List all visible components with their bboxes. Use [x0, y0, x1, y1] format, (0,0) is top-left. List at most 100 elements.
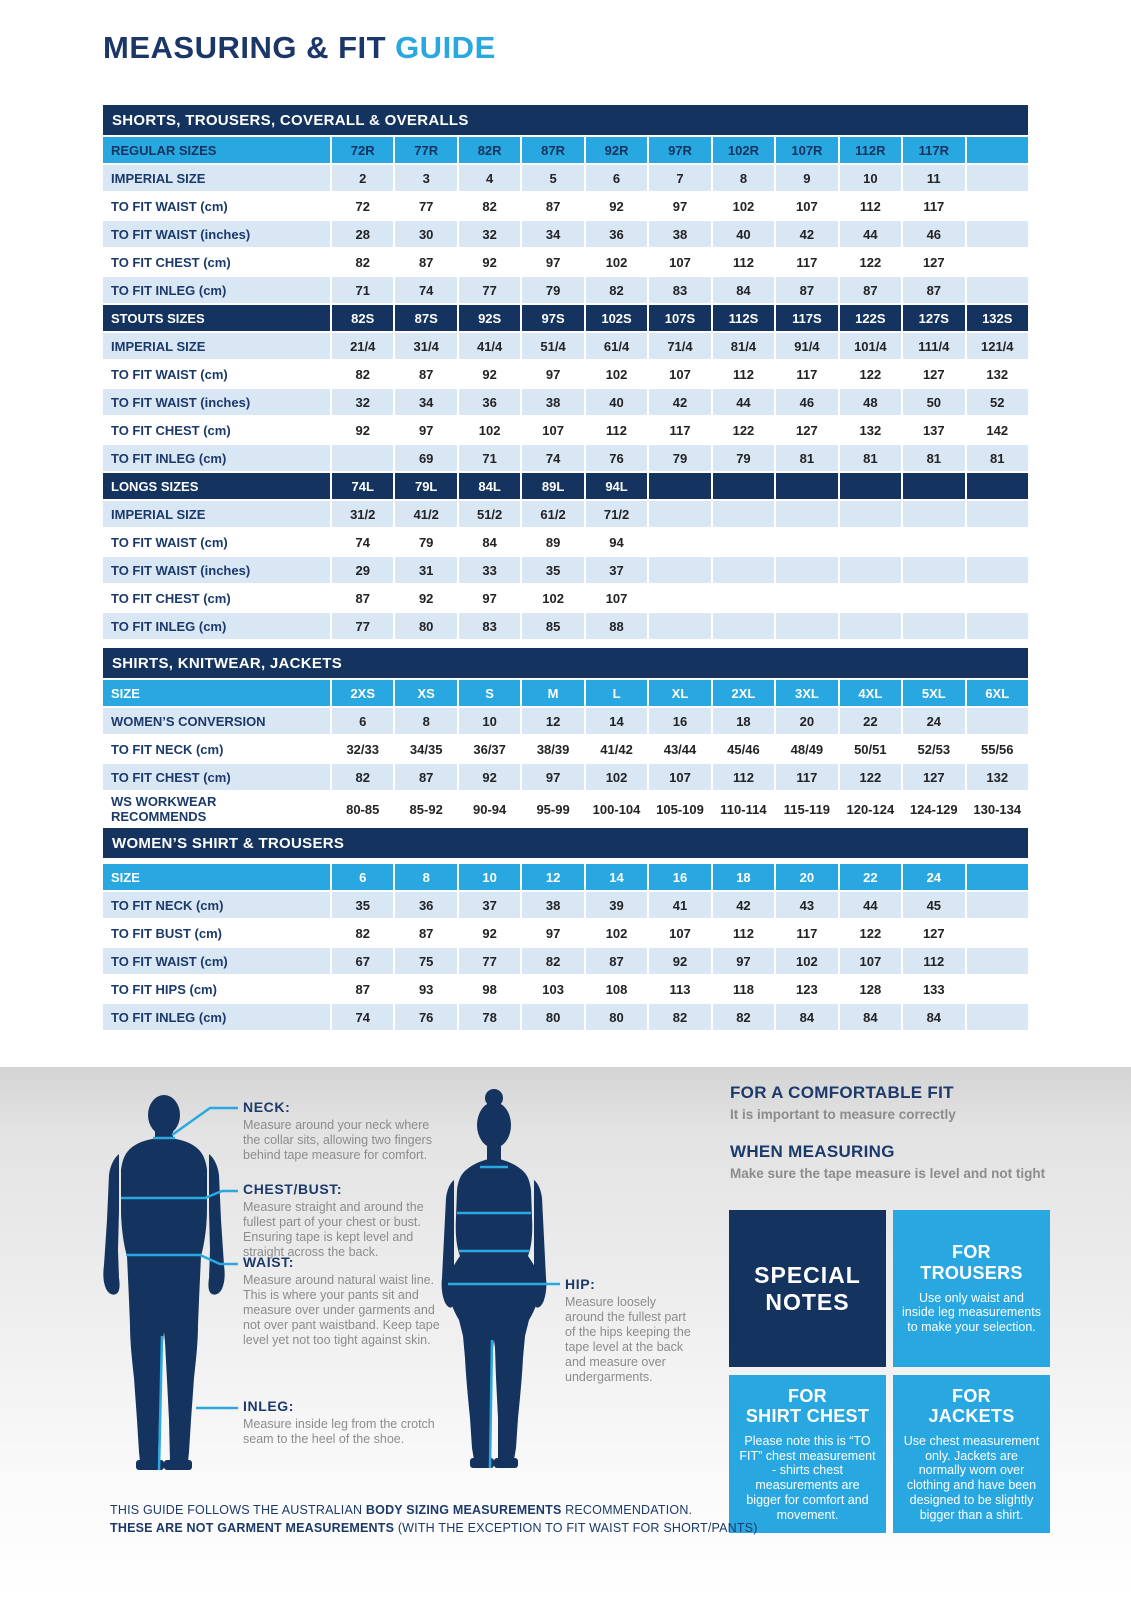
table-cell — [966, 892, 1028, 918]
table-cell: 137 — [903, 417, 965, 443]
table-cell — [966, 948, 1028, 974]
table-cell: 18 — [712, 708, 775, 734]
table-cell: 82 — [332, 361, 394, 387]
table-cell: 127 — [903, 764, 965, 790]
table-cell: 102 — [522, 585, 584, 611]
table-row: TO FIT INLEG (cm) 77 80 83 85 88 — [103, 613, 1028, 639]
table-cell: 112S — [712, 305, 775, 331]
table-cell — [332, 445, 394, 471]
table-cell — [649, 585, 711, 611]
table-row: REGULAR SIZES 72R 77R 82R 87R 92R 97R 102R 107R 1… — [103, 137, 1028, 163]
table-cell: 102 — [585, 920, 648, 946]
table-cell: 97 — [522, 361, 584, 387]
table-cell: XS — [395, 680, 457, 706]
table-cell: 43 — [776, 892, 838, 918]
table-cell: 107R — [776, 137, 838, 163]
table-cell — [966, 221, 1028, 247]
table-cell: 6 — [585, 165, 648, 191]
table-cell: 120-124 — [839, 792, 902, 826]
table-band: SHORTS, TROUSERS, COVERALL & OVERALLS — [103, 105, 1028, 135]
table-cell: 82 — [332, 764, 394, 790]
table-cell: 97 — [649, 193, 711, 219]
table-cell: 45/46 — [712, 736, 775, 762]
table-cell: 83 — [458, 613, 521, 639]
table-cell — [903, 585, 965, 611]
table-cell — [966, 529, 1028, 555]
table-cell: 9 — [776, 165, 838, 191]
table-cell — [966, 501, 1028, 527]
table-row: IMPERIAL SIZE 31/2 41/2 51/2 61/2 71/2 — [103, 501, 1028, 527]
table-cell — [839, 613, 902, 639]
table-cell: 48/49 — [776, 736, 838, 762]
table-cell: 77R — [395, 137, 457, 163]
table-cell: M — [522, 680, 584, 706]
table-cell: 92 — [332, 417, 394, 443]
table-cell: 122 — [839, 764, 902, 790]
table-cell: 14 — [585, 708, 648, 734]
row-label: TO FIT CHEST (cm) — [103, 417, 330, 443]
table-cell: 84 — [776, 1004, 838, 1030]
row-label: STOUTS SIZES — [103, 305, 330, 331]
table-cell: 32 — [332, 389, 394, 415]
table-cell — [966, 585, 1028, 611]
table-cell: 92 — [458, 920, 521, 946]
table-cell: 94 — [585, 529, 648, 555]
chest-bust-heading: CHEST/BUST: — [243, 1181, 343, 1197]
table-cell: 22 — [839, 864, 902, 890]
note-box-title: FOR TROUSERS — [920, 1242, 1023, 1283]
table-cell: 92 — [585, 193, 648, 219]
table-cell: 87S — [395, 305, 457, 331]
table-cell: 20 — [776, 864, 838, 890]
row-label: TO FIT WAIST (inches) — [103, 221, 330, 247]
footer-disclaimer: THIS GUIDE FOLLOWS THE AUSTRALIAN BODY S… — [110, 1501, 758, 1537]
note-box-title: SPECIAL NOTES — [754, 1262, 861, 1315]
hip-body: Measure loosely around the fullest part … — [565, 1295, 691, 1384]
table-cell: 75 — [395, 948, 457, 974]
table-cell: 14 — [585, 864, 648, 890]
note-box-body: Please note this is “TO FIT” chest measu… — [739, 1433, 876, 1522]
table-cell: 97 — [395, 417, 457, 443]
table-cell — [712, 501, 775, 527]
table-cell: 105-109 — [649, 792, 711, 826]
table-cell: 112 — [903, 948, 965, 974]
row-label: IMPERIAL SIZE — [103, 165, 330, 191]
table-row: LONGS SIZES 74L 79L 84L 89L 94L — [103, 473, 1028, 499]
footer-segment: THIS GUIDE FOLLOWS THE AUSTRALIAN — [110, 1503, 366, 1517]
table-cell: 38 — [522, 389, 584, 415]
table-row: TO FIT WAIST (cm) 74 79 84 89 94 — [103, 529, 1028, 555]
table-row: WS WORKWEAR RECOMMENDS 80-85 85-92 90-94 95-… — [103, 792, 1028, 826]
table-cell: 121/4 — [966, 333, 1028, 359]
table-row: TO FIT CHEST (cm) 87 92 97 102 107 — [103, 585, 1028, 611]
table-cell: 33 — [458, 557, 521, 583]
table-cell: 127 — [776, 417, 838, 443]
table-cell — [903, 501, 965, 527]
table-cell: 117 — [776, 249, 838, 275]
row-label: LONGS SIZES — [103, 473, 330, 499]
table-cell — [966, 193, 1028, 219]
table-cell: 127S — [903, 305, 965, 331]
table-cell: 32 — [458, 221, 521, 247]
table-cell: 40 — [585, 389, 648, 415]
table-cell: 123 — [776, 976, 838, 1002]
table-cell — [839, 501, 902, 527]
table-cell: 84 — [712, 277, 775, 303]
table-cell: 35 — [522, 557, 584, 583]
table-row: TO FIT WAIST (cm) 82 87 92 97 102 107 112 117 122… — [103, 361, 1028, 387]
table-cell: 31 — [395, 557, 457, 583]
table-cell: 51/2 — [458, 501, 521, 527]
table-cell: 16 — [649, 864, 711, 890]
table-cell: 69 — [395, 445, 457, 471]
table-row: TO FIT WAIST (cm) 72 77 82 87 92 97 102 107 112 11… — [103, 193, 1028, 219]
table-cell: 111/4 — [903, 333, 965, 359]
table-cell: 24 — [903, 708, 965, 734]
table-cell: 77 — [458, 277, 521, 303]
row-label: SIZE — [103, 864, 330, 890]
table-cell: 74 — [332, 529, 394, 555]
table-cell — [776, 501, 838, 527]
table-cell: 82 — [712, 1004, 775, 1030]
table-cell: 77 — [332, 613, 394, 639]
table-cell: 3XL — [776, 680, 838, 706]
table-cell — [966, 708, 1028, 734]
table-cell: 115-119 — [776, 792, 838, 826]
table-cell: 52/53 — [903, 736, 965, 762]
